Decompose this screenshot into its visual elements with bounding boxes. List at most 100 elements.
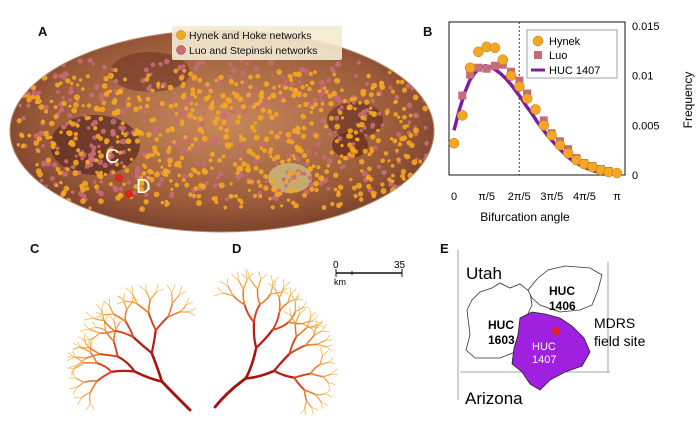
network-dot <box>140 132 144 136</box>
river-segment <box>149 313 156 330</box>
river-segment <box>84 318 92 320</box>
panel-label-b: B <box>423 24 432 39</box>
network-dot <box>210 140 216 146</box>
network-dot <box>183 135 187 139</box>
network-dot <box>112 171 115 174</box>
network-dot <box>324 169 329 174</box>
network-dot <box>135 169 141 175</box>
network-dot <box>268 60 274 66</box>
river-segment <box>326 347 331 351</box>
network-dot <box>120 128 124 132</box>
river-segment <box>303 302 307 308</box>
network-dot <box>287 198 291 202</box>
network-dot <box>191 143 195 147</box>
network-dot <box>354 130 358 134</box>
scale-bar-unit: km <box>334 277 346 287</box>
network-dot <box>21 134 25 138</box>
network-dot <box>179 165 182 168</box>
river-segment <box>78 398 82 405</box>
network-dot <box>44 109 48 113</box>
network-dot <box>343 156 347 160</box>
network-dot <box>92 62 95 65</box>
river-segment <box>172 285 175 292</box>
data-point-luo <box>483 65 491 73</box>
data-point-hynek <box>555 140 565 150</box>
river-segment <box>114 314 126 321</box>
network-dot <box>323 86 326 89</box>
network-dot <box>123 133 127 137</box>
network-dot <box>287 158 291 162</box>
network-dot <box>190 87 195 92</box>
network-dot <box>402 125 407 130</box>
network-dot <box>359 122 365 128</box>
network-dot <box>101 129 106 134</box>
network-dot <box>166 141 171 146</box>
network-dot <box>335 61 341 67</box>
network-dot <box>98 108 102 112</box>
river-segment <box>310 309 311 317</box>
network-dot <box>156 152 160 156</box>
network-dot <box>385 109 390 114</box>
network-dot <box>79 78 82 81</box>
network-dot <box>170 188 173 191</box>
network-dot <box>310 105 314 109</box>
network-dot <box>250 125 255 130</box>
network-dot <box>166 149 171 154</box>
river-segment <box>317 340 325 344</box>
network-dot <box>253 159 258 164</box>
network-dot <box>63 71 69 77</box>
network-dot <box>262 148 267 153</box>
network-dot <box>281 137 285 141</box>
network-dot <box>273 126 277 130</box>
network-dot <box>95 158 99 162</box>
network-dot <box>236 171 240 175</box>
chart-y-axis-label: Frequency <box>681 72 695 129</box>
river-segment <box>311 373 323 376</box>
chart-legend-label-hynek: Hynek <box>549 36 581 48</box>
network-dot <box>41 144 45 148</box>
river-segment <box>245 305 254 322</box>
network-dot <box>156 82 160 86</box>
network-dot <box>275 154 281 160</box>
river-segment <box>127 302 132 309</box>
network-dot <box>242 109 248 115</box>
river-segment <box>258 279 261 289</box>
network-dot <box>73 136 77 140</box>
network-dot <box>182 69 186 73</box>
network-dot <box>400 80 405 85</box>
network-dot <box>313 70 317 74</box>
river-segment <box>90 352 96 363</box>
network-dot <box>98 153 104 159</box>
data-point-hynek <box>612 168 622 178</box>
river-segment <box>137 304 149 313</box>
network-dot <box>255 74 260 79</box>
network-dot <box>397 116 400 119</box>
network-dot <box>39 104 45 110</box>
network-dot <box>264 136 270 142</box>
network-dot <box>103 76 108 81</box>
network-dot <box>288 188 294 194</box>
network-dot <box>413 113 419 119</box>
network-dot <box>412 159 418 165</box>
network-dot <box>114 68 118 72</box>
network-dot <box>272 187 277 192</box>
network-dot <box>396 158 400 162</box>
network-dot <box>360 129 363 132</box>
network-dot <box>274 112 279 117</box>
network-dot <box>302 153 307 158</box>
river-segment <box>67 357 75 360</box>
network-dot <box>85 186 89 190</box>
river-segment <box>320 348 322 355</box>
network-dot <box>68 120 72 124</box>
network-dot <box>401 169 406 174</box>
network-dot <box>305 84 308 87</box>
network-dot <box>293 203 299 209</box>
network-dot <box>196 200 202 206</box>
network-dot <box>111 119 117 125</box>
network-dot <box>239 199 243 203</box>
network-dot <box>309 121 314 126</box>
network-dot <box>68 105 71 108</box>
network-dot <box>27 134 31 138</box>
network-dot <box>248 75 253 80</box>
